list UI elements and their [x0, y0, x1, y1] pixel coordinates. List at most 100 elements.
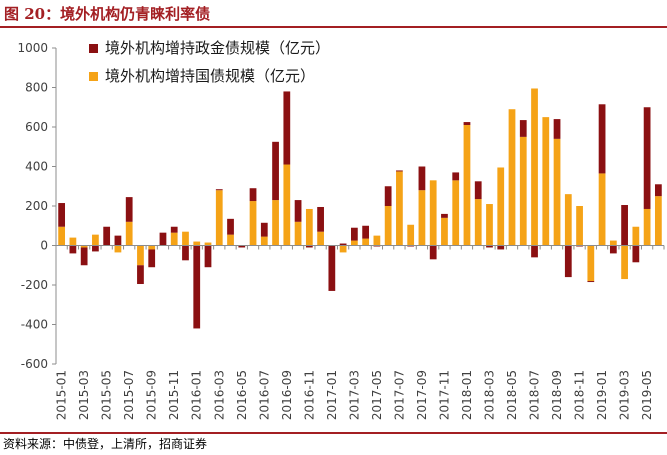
- x-tick-label: 2017-09: [415, 370, 429, 420]
- bar-government-bond: [643, 208, 651, 246]
- bar-policy-bond: [609, 245, 617, 254]
- bar-policy-bond: [384, 186, 392, 206]
- x-tick-label: 2015-07: [122, 370, 136, 420]
- bar-policy-bond: [125, 197, 133, 222]
- bar-policy-bond: [238, 245, 246, 248]
- bar-government-bond: [317, 231, 324, 246]
- bar-government-bond: [396, 171, 403, 246]
- bar-policy-bond: [553, 119, 561, 139]
- x-tick-label: 2017-05: [370, 370, 384, 420]
- bar-government-bond: [598, 173, 606, 246]
- bar-government-bond: [519, 136, 527, 246]
- y-tick-label: -600: [21, 357, 48, 371]
- bar-policy-bond: [429, 245, 437, 260]
- bar-policy-bond: [182, 245, 189, 261]
- bar-policy-bond: [215, 189, 223, 191]
- bar-government-bond: [508, 109, 516, 246]
- bar-policy-bond: [441, 213, 448, 218]
- bar-policy-bond: [92, 245, 99, 252]
- x-tick-label: 2015-03: [77, 370, 91, 420]
- bar-government-bond: [272, 200, 279, 246]
- x-tick-label: 2015-05: [100, 370, 114, 420]
- bar-government-bond: [227, 234, 234, 246]
- bar-government-bond: [182, 231, 189, 246]
- bar-policy-bond: [654, 184, 662, 197]
- bar-policy-bond: [362, 225, 370, 239]
- y-tick-label: 1000: [17, 41, 48, 55]
- bar-policy-bond: [272, 141, 279, 201]
- figure-title: 图 20：境外机构仍青睐利率债: [4, 5, 211, 23]
- bar-government-bond: [576, 206, 583, 246]
- bar-chart: -600 -400 -200 0 200 400 600 800 1000 2015-01 2015…: [17, 39, 665, 420]
- legend: 境外机构增持政金债规模（亿元） 境外机构增持国债规模（亿元）: [89, 39, 330, 85]
- bar-government-bond: [542, 117, 550, 246]
- bar-government-bond: [260, 236, 268, 246]
- x-tick-label: 2018-01: [460, 370, 474, 420]
- bar-policy-bond: [114, 235, 122, 246]
- bar-policy-bond: [148, 249, 156, 268]
- x-tick-label: 2017-07: [392, 370, 406, 420]
- y-tick-label: 0: [40, 239, 48, 253]
- x-tick-label: 2015-11: [167, 370, 181, 420]
- bar-policy-bond: [227, 218, 234, 235]
- bar-government-bond: [609, 240, 617, 246]
- bar-layer: [58, 88, 662, 329]
- bar-policy-bond: [103, 226, 111, 246]
- bar-policy-bond: [69, 245, 77, 254]
- x-tick-label: 2016-03: [212, 370, 226, 420]
- bar-government-bond: [249, 201, 257, 246]
- bar-government-bond: [294, 221, 302, 246]
- x-tick-label: 2018-11: [573, 370, 587, 420]
- bar-policy-bond: [621, 205, 628, 246]
- y-tick-label: 600: [25, 120, 48, 134]
- bar-government-bond: [125, 221, 133, 246]
- bar-government-bond: [283, 164, 291, 246]
- x-tick-label: 2018-05: [505, 370, 519, 420]
- x-tick-label: 2019-01: [595, 370, 609, 420]
- bar-policy-bond: [497, 245, 505, 250]
- bar-government-bond: [137, 245, 144, 266]
- bar-policy-bond: [204, 245, 212, 268]
- bar-government-bond: [474, 199, 482, 246]
- bar-policy-bond: [486, 245, 493, 248]
- bar-government-bond: [215, 190, 223, 246]
- bar-policy-bond: [564, 245, 572, 278]
- bar-government-bond: [384, 206, 392, 246]
- bar-government-bond: [92, 234, 99, 246]
- source-note: 资料来源：中债登，上清所，招商证券: [3, 437, 208, 451]
- bar-government-bond: [339, 245, 347, 253]
- title-rule: [0, 26, 667, 28]
- y-tick-label: 800: [25, 81, 48, 95]
- bar-policy-bond: [137, 265, 144, 285]
- y-tick-label: 400: [25, 160, 48, 174]
- x-tick-label: 2015-01: [55, 370, 69, 420]
- bar-government-bond: [553, 138, 561, 246]
- bar-policy-bond: [170, 226, 178, 233]
- bar-government-bond: [69, 237, 77, 246]
- bar-policy-bond: [260, 222, 268, 237]
- x-tick-label: 2019-05: [640, 370, 654, 420]
- bar-policy-bond: [474, 181, 482, 200]
- bar-government-bond: [429, 180, 437, 246]
- bar-government-bond: [621, 245, 628, 280]
- bar-policy-bond: [317, 206, 324, 232]
- bar-government-bond: [80, 245, 88, 248]
- bar-policy-bond: [350, 227, 358, 241]
- x-tick-label: 2016-01: [190, 370, 204, 420]
- y-tick-label: -200: [21, 278, 48, 292]
- bar-government-bond: [170, 232, 178, 246]
- bar-policy-bond: [463, 122, 471, 126]
- bar-government-bond: [497, 167, 505, 246]
- bar-government-bond: [587, 245, 595, 282]
- y-tick-label: 200: [25, 199, 48, 213]
- x-tick-label: 2018-09: [550, 370, 564, 420]
- bar-government-bond: [305, 208, 313, 246]
- bar-policy-bond: [305, 245, 313, 248]
- y-tick-label: -400: [21, 318, 48, 332]
- x-tick-label: 2018-03: [482, 370, 496, 420]
- x-tick-label: 2019-03: [618, 370, 632, 420]
- legend-swatch-government: [89, 72, 98, 81]
- x-tick-label: 2016-09: [280, 370, 294, 420]
- bar-policy-bond: [328, 245, 336, 291]
- bar-government-bond: [531, 88, 538, 246]
